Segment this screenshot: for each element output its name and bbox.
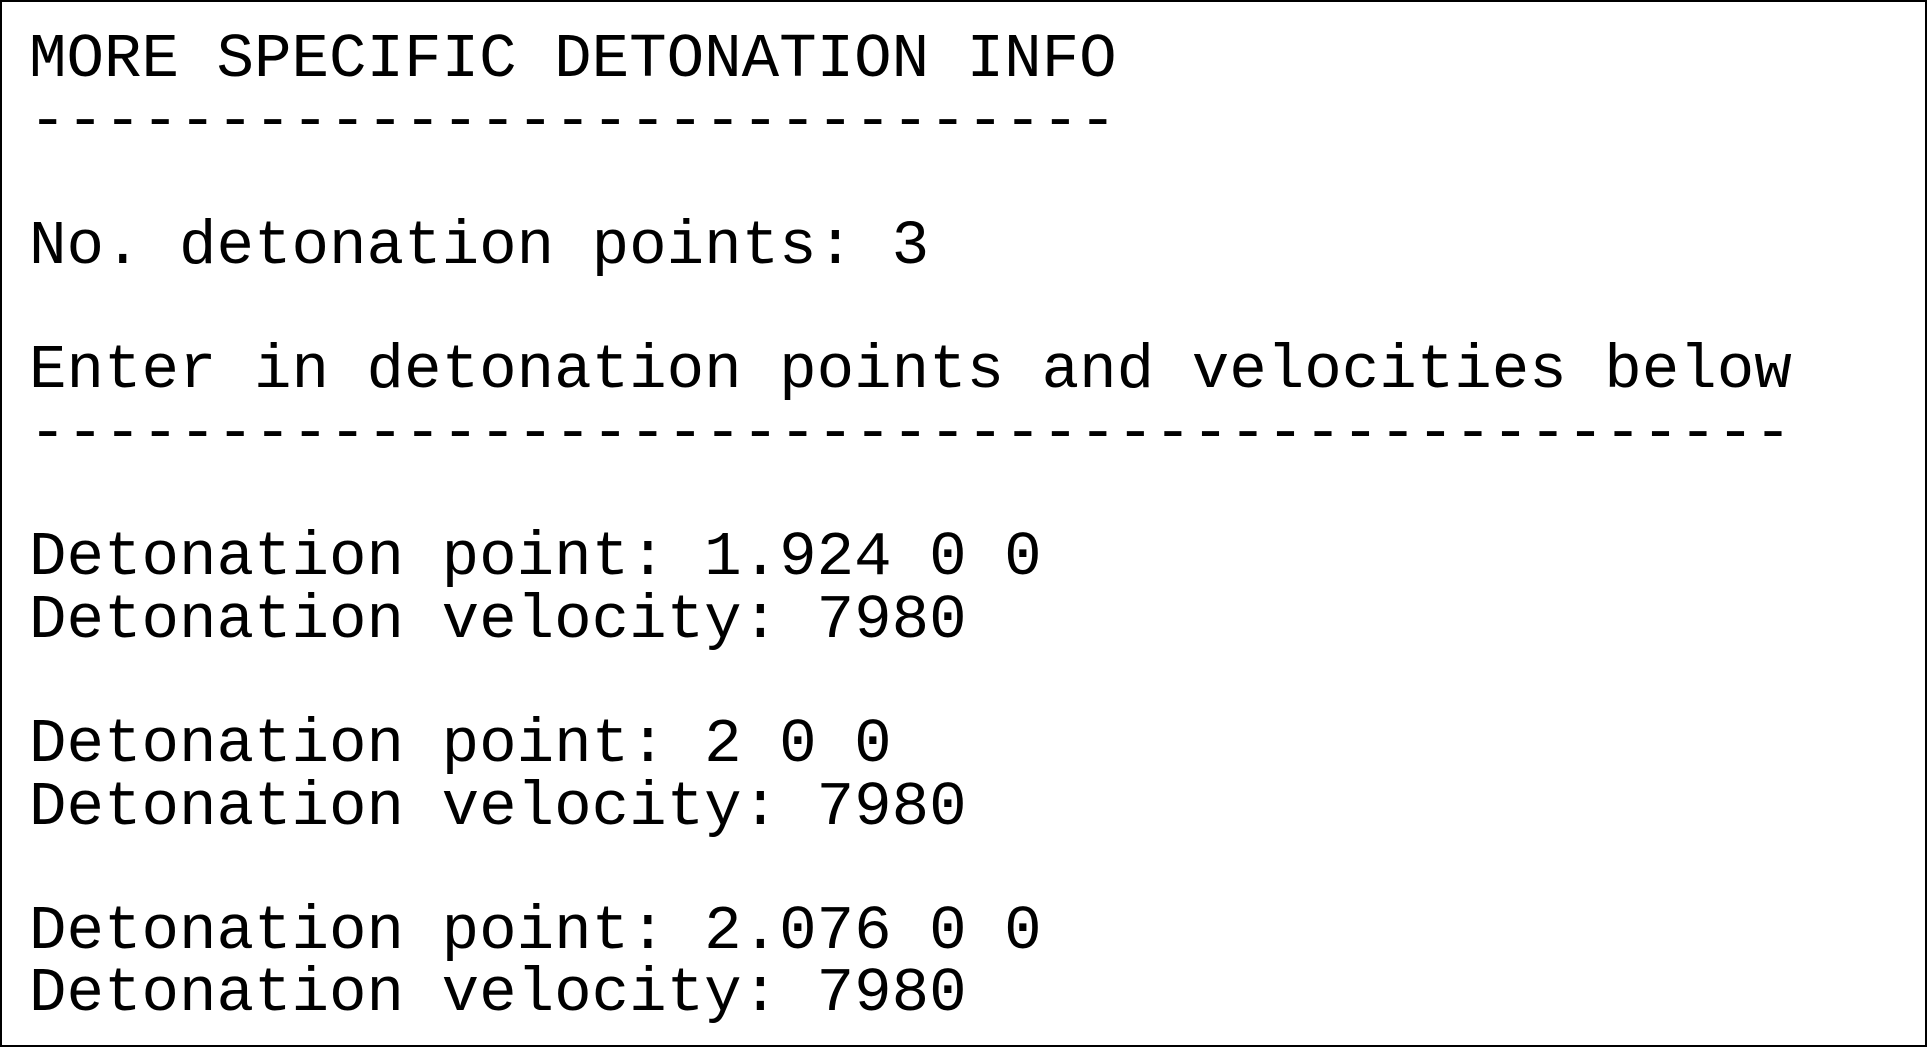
detonation-point: Detonation point: 2 0 0 [29,709,892,781]
detonation-point: Detonation point: 1.924 0 0 [29,522,1042,594]
detonation-velocity: Detonation velocity: 7980 [29,584,967,656]
title-rule: ----------------------------- [29,86,1117,158]
instruction-rule: ----------------------------------------… [29,397,1792,469]
detonation-velocity: Detonation velocity: 7980 [29,958,967,1030]
blank-line [29,465,1925,527]
blank-line [29,154,1925,216]
instruction: Enter in detonation points and velocitie… [29,335,1792,407]
blank-line [29,652,1925,714]
detonation-count: No. detonation points: 3 [29,210,930,282]
detonation-velocity: Detonation velocity: 7980 [29,771,967,843]
blank-line [29,278,1925,340]
blank-line [29,839,1925,901]
title: MORE SPECIFIC DETONATION INFO [29,24,1117,95]
detonation-point: Detonation point: 2.076 0 0 [29,896,1042,968]
